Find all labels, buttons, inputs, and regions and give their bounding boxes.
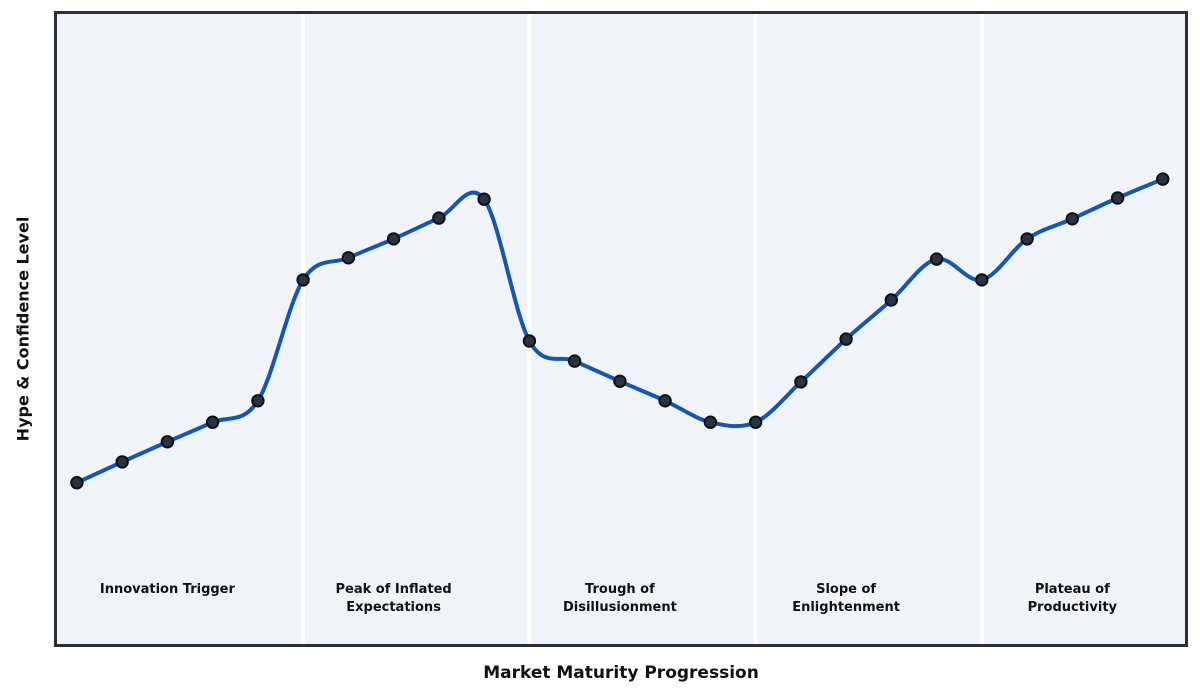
phase-label-peak-of-inflated-expectations: Peak of Inflated Expectations: [335, 582, 452, 615]
phase-label-slope-of-enlightenment: Slope of Enlightenment: [792, 582, 900, 615]
phase-divider: [979, 14, 984, 644]
phase-label-innovation-trigger: Innovation Trigger: [99, 582, 235, 597]
data-point-marker: [884, 293, 898, 307]
data-point-marker: [251, 394, 265, 408]
y-axis-label: Hype & Confidence Level: [13, 216, 33, 442]
data-point-marker: [613, 374, 627, 388]
data-point-marker: [70, 476, 84, 490]
data-point-marker: [522, 334, 537, 348]
phase-divider: [753, 14, 758, 644]
data-point-marker: [748, 415, 763, 429]
phase-label-trough-of-disillusionment: Trough of Disillusionment: [562, 582, 677, 615]
data-point-marker: [1110, 191, 1125, 205]
data-point-marker: [703, 415, 718, 429]
data-point-marker: [658, 394, 672, 408]
phase-divider: [527, 14, 532, 644]
data-point-marker: [386, 232, 401, 246]
data-point-marker: [975, 273, 989, 287]
hype-curve: [74, 177, 1165, 485]
x-axis-label: Market Maturity Progression: [483, 663, 759, 683]
data-point-marker: [160, 435, 175, 449]
data-point-marker: [839, 332, 853, 346]
chart-canvas: [70, 14, 1170, 644]
data-point-marker: [296, 273, 310, 287]
data-point-marker: [1156, 172, 1170, 186]
plot-area: Innovation Trigger Peak of Inflated Expec…: [54, 11, 1188, 647]
data-point-marker: [341, 251, 356, 265]
data-point-marker: [1020, 232, 1034, 246]
data-point-marker: [1065, 212, 1079, 226]
data-point-marker: [929, 252, 944, 266]
data-point-marker: [432, 211, 446, 225]
phase-label-plateau-of-productivity: Plateau of Productivity: [1027, 582, 1118, 615]
data-point-marker: [794, 375, 808, 389]
data-point-marker: [567, 354, 582, 368]
phase-divider: [301, 14, 306, 644]
data-point-marker: [205, 415, 220, 429]
data-point-marker: [115, 455, 129, 469]
data-point-marker: [477, 192, 491, 206]
